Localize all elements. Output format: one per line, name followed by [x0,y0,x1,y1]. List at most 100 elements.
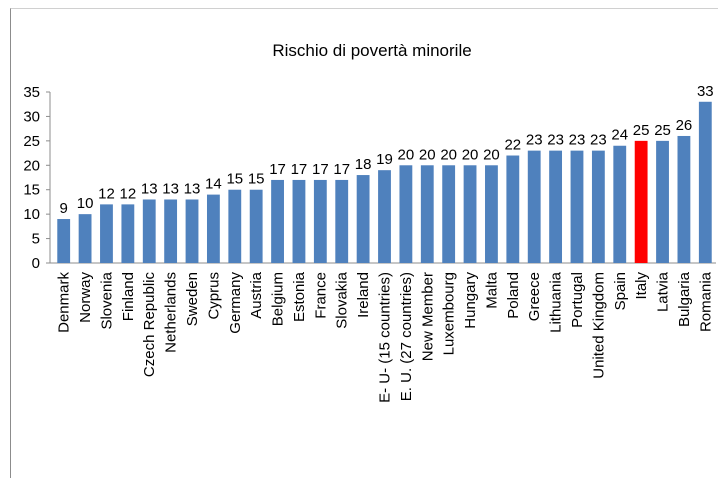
data-label: 17 [269,161,286,178]
data-label: 23 [590,132,607,149]
bar-luxembourg [442,165,456,263]
bar-lithuania [549,150,563,263]
bar-slovenia [100,204,113,263]
data-label: 20 [440,146,457,163]
data-label: 26 [676,117,693,134]
bar-e-u-15-countries [378,170,391,263]
data-label: 20 [483,146,500,163]
bar-romania [698,101,712,264]
category-label: Belgium [270,272,287,326]
bar-ireland [356,175,370,263]
category-label: Cyprus [205,272,222,320]
data-label: 25 [654,122,671,139]
y-tick-label: 0 [32,255,40,272]
bar-netherlands [164,199,178,263]
y-tick-label: 30 [23,108,40,125]
y-tick-label: 5 [32,231,40,248]
bar-greece [527,150,541,263]
data-label: 20 [462,146,479,163]
category-label: Finland [120,272,137,321]
bar-slovakia [335,179,349,263]
bar-czech-republic [142,199,156,263]
bar-estonia [292,179,306,263]
y-tick-label: 10 [23,206,40,223]
bar-malta [485,165,498,263]
bar-sweden [185,199,199,263]
data-label: 25 [633,122,650,139]
data-label: 13 [162,180,179,197]
data-label: 22 [504,137,521,154]
category-label: Romania [697,271,714,332]
bar-norway [78,214,92,263]
category-label: Greece [526,272,543,321]
category-label: New Member [419,272,436,361]
data-label: 14 [205,176,222,193]
bar-e-u-27-countries [399,165,413,263]
data-label: 18 [355,156,372,173]
data-label: 23 [526,132,543,149]
bar-hungary [463,165,477,263]
category-label: Sweden [184,272,201,326]
bar-portugal [570,150,584,263]
bar-bulgaria [677,135,691,263]
y-tick-label: 35 [23,84,40,101]
bar-germany [228,189,242,263]
category-label: Poland [505,272,522,319]
category-label: France [312,272,329,319]
data-label: 10 [77,195,94,212]
category-label: Denmark [56,272,73,333]
data-label: 9 [60,200,68,217]
bar-cyprus [206,194,220,263]
category-label: E. U. (27 countries) [398,272,415,401]
category-label: Portugal [569,272,586,328]
data-label: 20 [398,146,415,163]
data-label: 17 [333,161,350,178]
bar-finland [121,204,135,263]
data-label: 17 [291,161,308,178]
chart-title: Rischio di povertà minorile [272,41,471,60]
bar-italy [634,140,648,263]
category-label: Norway [77,272,94,323]
category-label: Malta [483,271,500,308]
category-label: Slovakia [334,271,351,328]
data-label: 19 [376,151,393,168]
category-label: Germany [227,272,244,334]
y-tick-label: 20 [23,157,40,174]
category-label: Hungary [462,272,479,329]
bar-latvia [656,140,669,263]
category-label: Austria [248,271,265,318]
data-label: 17 [312,161,329,178]
category-label: E- U- (15 countries) [377,272,394,403]
data-label: 15 [248,171,265,188]
data-label: 15 [226,171,243,188]
bar-spain [613,145,627,263]
data-label: 13 [141,180,158,197]
category-label: Spain [612,272,629,310]
category-label: Luxembourg [441,272,458,355]
data-label: 20 [419,146,436,163]
bar-poland [506,155,520,263]
bar-france [313,179,327,263]
category-label: Slovenia [98,271,115,329]
category-label: Bulgaria [676,271,693,327]
bar-belgium [271,179,284,263]
category-label: Italy [633,272,650,300]
category-label: Latvia [655,271,672,312]
category-label: Ireland [355,272,372,318]
data-label: 12 [98,185,115,202]
bar-austria [249,189,263,263]
data-label: 13 [184,180,201,197]
data-label: 12 [120,185,137,202]
category-label: Lithuania [548,271,565,333]
y-tick-label: 15 [23,182,40,199]
category-label: United Kingdom [590,272,607,379]
bar-united-kingdom [591,150,605,263]
data-label: 33 [697,83,714,100]
y-tick-label: 25 [23,133,40,150]
category-label: Czech Republic [141,272,158,378]
bar-denmark [57,219,71,263]
chart-frame [10,8,718,478]
data-label: 23 [547,132,564,149]
category-label: Netherlands [163,272,180,353]
